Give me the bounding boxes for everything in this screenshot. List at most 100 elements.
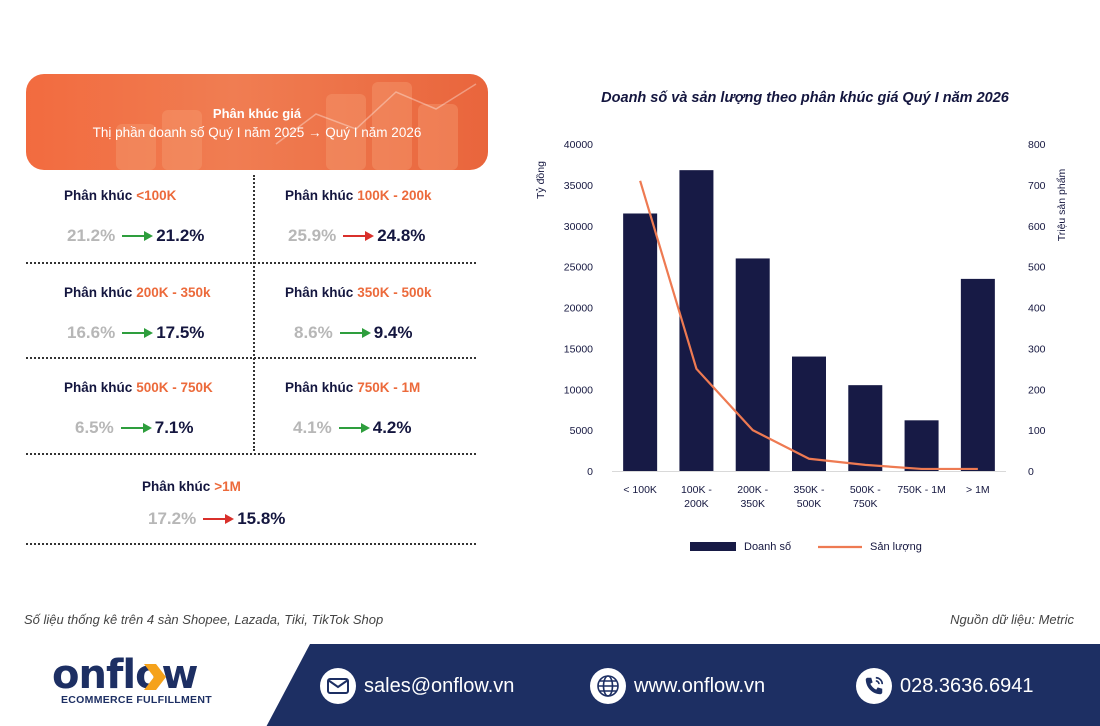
mail-icon (320, 668, 356, 704)
y-tick-label: 20000 (564, 303, 593, 315)
share-2026: 4.2% (372, 418, 412, 437)
banner-title: Phân khúc giá (212, 106, 302, 121)
y-tick-label: 10000 (564, 384, 593, 396)
y2-axis-title: Triệu sản phẩm (1056, 168, 1068, 241)
row-divider (26, 357, 476, 359)
segment-title: Phân khúc 200K - 350k (64, 285, 211, 300)
trend-arrow-icon (122, 328, 154, 338)
segment-prefix: Phân khúc (285, 380, 354, 395)
x-tick-label: < 100K (623, 484, 657, 496)
phone-icon (856, 668, 892, 704)
segment-values: 21.2% 21.2% (67, 226, 204, 246)
segment-range: 500K - 750K (136, 380, 213, 395)
segment-values: 6.5% 7.1% (75, 418, 194, 438)
footnote-data-source: Nguồn dữ liệu: Metric (950, 612, 1074, 627)
footer-bar (0, 644, 1100, 726)
share-2025: 6.5% (75, 418, 114, 437)
segment-title: Phân khúc 350K - 500k (285, 285, 432, 300)
revenue-volume-chart: 0500010000150002000025000300003500040000… (535, 139, 1068, 553)
segment-range: 750K - 1M (357, 380, 421, 395)
share-2026: 15.8% (237, 509, 286, 528)
coins-chart-decoration (116, 82, 477, 170)
y2-tick-label: 100 (1028, 425, 1046, 437)
y2-tick-label: 700 (1028, 180, 1046, 192)
bar-2 (735, 258, 770, 471)
y2-tick-label: 400 (1028, 303, 1046, 315)
legend-label-revenue: Doanh số (744, 541, 791, 553)
segment-prefix: Phân khúc (285, 285, 354, 300)
volume-line (639, 180, 978, 471)
share-2026: 9.4% (373, 323, 413, 342)
legend-swatch-revenue (690, 542, 736, 551)
banner-subtitle: Thị phần doanh số Quý I năm 2025 → Quý I… (92, 125, 422, 140)
segment-values: 17.2% 15.8% (148, 509, 285, 529)
x-tick-label: 500K -750K (850, 484, 881, 510)
x-tick-label: 750K - 1M (897, 484, 945, 496)
segment-prefix: Phân khúc (64, 380, 133, 395)
share-2026: 24.8% (377, 226, 426, 245)
share-2025: 25.9% (288, 226, 337, 245)
y2-tick-label: 200 (1028, 384, 1046, 396)
trend-arrow-icon (122, 231, 154, 241)
segment-title: Phân khúc <100K (64, 188, 176, 203)
row-divider (26, 453, 476, 455)
y2-tick-label: 500 (1028, 262, 1046, 274)
x-tick-label: 200K -350K (737, 484, 768, 510)
bar-4 (848, 385, 883, 471)
y-tick-label: 30000 (564, 221, 593, 233)
y-tick-label: 0 (587, 466, 593, 478)
segment-title: Phân khúc >1M (142, 479, 241, 494)
segment-range: >1M (214, 479, 241, 494)
segment-range: 200K - 350k (136, 285, 211, 300)
footnote-source-platforms: Số liệu thống kê trên 4 sàn Shopee, Laza… (24, 612, 384, 627)
contact-website[interactable]: www.onflow.vn (590, 668, 765, 704)
x-tick-label: 350K -500K (794, 484, 825, 510)
x-tick-label: > 1M (966, 484, 990, 496)
trend-arrow-icon (203, 514, 235, 524)
segment-range: 100K - 200k (357, 188, 432, 203)
contact-phone[interactable]: 028.3636.6941 (856, 668, 1033, 704)
share-2026: 7.1% (154, 418, 194, 437)
onflow-logo: onflow (52, 652, 199, 698)
y-tick-label: 35000 (564, 180, 593, 192)
segment-prefix: Phân khúc (64, 285, 133, 300)
trend-arrow-icon (338, 423, 370, 433)
contact-email[interactable]: sales@onflow.vn (320, 668, 514, 704)
y-tick-label: 15000 (564, 343, 593, 355)
y2-tick-label: 0 (1028, 466, 1034, 478)
segment-values: 25.9% 24.8% (288, 226, 425, 246)
website-link[interactable]: www.onflow.vn (634, 674, 766, 697)
bar-1 (679, 170, 714, 471)
segment-range: 350K - 500k (357, 285, 432, 300)
segment-banner: Phân khúc giá Thị phần doanh số Quý I nă… (26, 74, 488, 170)
share-2025: 17.2% (148, 509, 197, 528)
y-tick-label: 40000 (564, 139, 593, 151)
phone-number[interactable]: 028.3636.6941 (900, 674, 1034, 697)
share-2025: 16.6% (67, 323, 116, 342)
segment-prefix: Phân khúc (142, 479, 211, 494)
segment-title: Phân khúc 500K - 750K (64, 380, 213, 395)
logo-chevron-icon (144, 664, 166, 690)
segment-title: Phân khúc 750K - 1M (285, 380, 420, 395)
column-divider (253, 175, 255, 451)
chart-title: Doanh số và sản lượng theo phân khúc giá… (601, 90, 1009, 106)
bar-0 (623, 213, 658, 472)
y2-tick-label: 800 (1028, 139, 1046, 151)
y2-tick-label: 600 (1028, 221, 1046, 233)
share-2026: 21.2% (156, 226, 205, 245)
y2-tick-label: 300 (1028, 343, 1046, 355)
segment-prefix: Phân khúc (285, 188, 354, 203)
share-2025: 21.2% (67, 226, 116, 245)
trend-arrow-icon (120, 423, 152, 433)
x-tick-label: 100K -200K (681, 484, 712, 510)
y-axis-title: Tỷ đồng (535, 161, 547, 199)
segment-range: <100K (136, 188, 177, 203)
y-tick-label: 5000 (570, 425, 594, 437)
email-link[interactable]: sales@onflow.vn (364, 674, 515, 697)
legend-label-volume: Sản lượng (870, 541, 922, 553)
segment-prefix: Phân khúc (64, 188, 133, 203)
row-divider (26, 262, 476, 264)
bar-6 (960, 278, 995, 471)
segment-values: 16.6% 17.5% (67, 323, 204, 343)
share-2025: 4.1% (293, 418, 332, 437)
